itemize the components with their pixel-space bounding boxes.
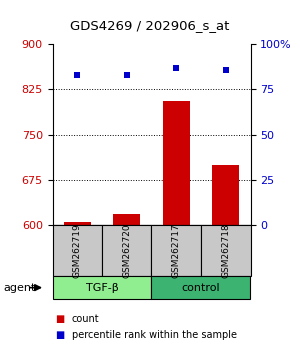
Text: TGF-β: TGF-β [85,282,118,293]
Bar [64,222,91,225]
Text: control: control [182,282,220,293]
Text: GDS4269 / 202906_s_at: GDS4269 / 202906_s_at [70,19,230,33]
Text: GSM262717: GSM262717 [172,223,181,278]
Text: agent: agent [3,282,35,293]
Text: ■: ■ [56,330,65,339]
Text: count: count [72,314,100,324]
Bar [212,165,239,225]
Bar [163,101,190,225]
Text: GSM262718: GSM262718 [221,223,230,278]
Bar [113,214,140,225]
Text: percentile rank within the sample: percentile rank within the sample [72,330,237,339]
Text: GSM262719: GSM262719 [73,223,82,278]
Text: GSM262720: GSM262720 [122,223,131,278]
Text: ■: ■ [56,314,65,324]
